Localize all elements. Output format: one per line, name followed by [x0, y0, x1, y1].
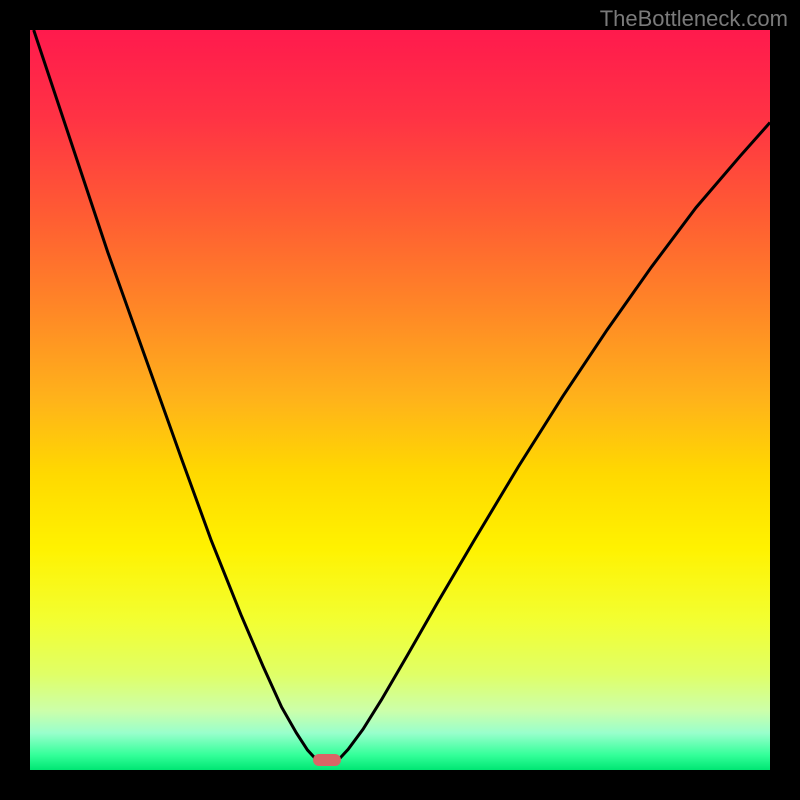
optimum-marker	[313, 754, 341, 766]
watermark-text: TheBottleneck.com	[600, 6, 788, 32]
plot-area	[30, 30, 770, 770]
gradient-background	[30, 30, 770, 770]
